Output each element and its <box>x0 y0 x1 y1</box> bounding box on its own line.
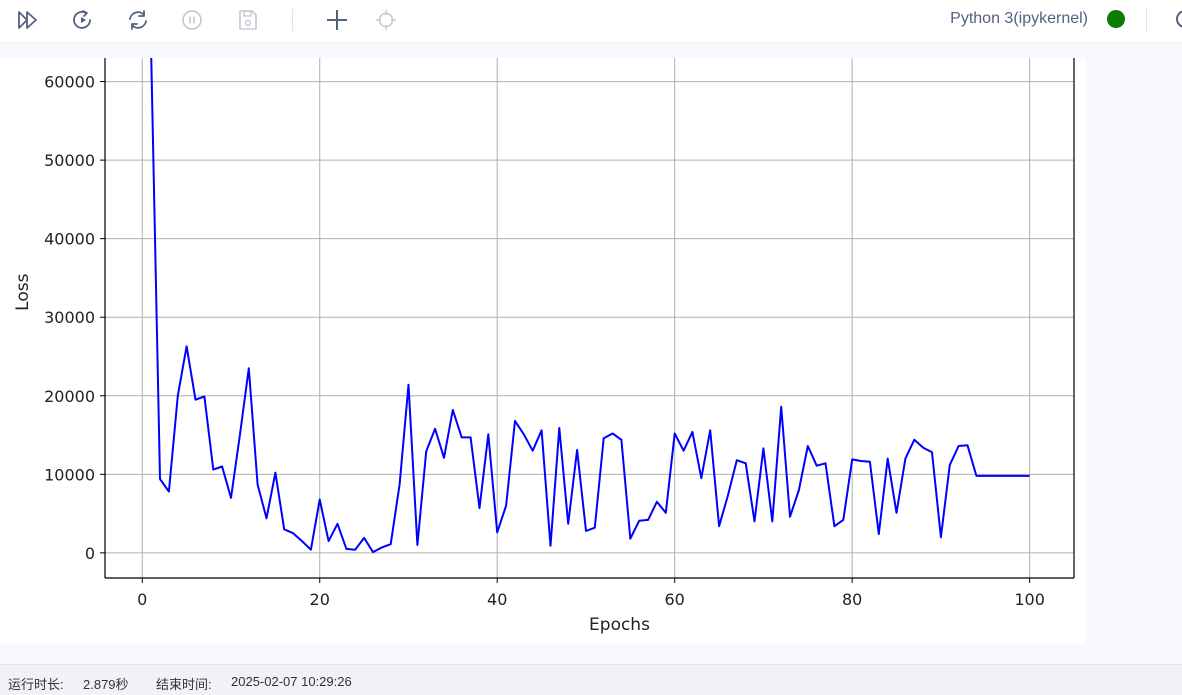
x-tick-label: 100 <box>1014 590 1045 609</box>
x-tick-label: 80 <box>842 590 862 609</box>
loss-chart: 0 20 40 60 80 100 0 10000 20000 30000 40000 50000 60… <box>13 58 1075 635</box>
runtime-value: 2.879秒 <box>83 677 129 692</box>
runtime-label: 运行时长: <box>8 677 64 692</box>
save-icon[interactable] <box>234 7 262 33</box>
toolbar-divider-right <box>1146 9 1147 31</box>
kernel-status-indicator <box>1107 10 1125 28</box>
run-all-icon[interactable] <box>14 7 42 33</box>
interrupt-icon[interactable] <box>178 7 206 33</box>
y-tick-label: 40000 <box>44 230 95 249</box>
refresh-icon[interactable] <box>124 7 152 33</box>
y-tick-label: 50000 <box>44 151 95 170</box>
end-time-value: 2025-02-07 10:29:26 <box>231 674 352 689</box>
restart-run-icon[interactable] <box>69 7 97 33</box>
x-tick-label: 40 <box>487 590 507 609</box>
toolbar-divider <box>292 9 293 31</box>
y-tick-label: 20000 <box>44 387 95 406</box>
y-tick-label: 30000 <box>44 308 95 327</box>
loss-series-line <box>150 58 1030 554</box>
x-axis-label: Epochs <box>589 615 650 635</box>
y-tick-label: 60000 <box>44 73 95 92</box>
locate-icon[interactable] <box>372 7 400 33</box>
cell-output: 0 20 40 60 80 100 0 10000 20000 30000 40000 50000 60… <box>0 58 1086 644</box>
x-tick-label: 20 <box>310 590 330 609</box>
x-tick-label: 60 <box>665 590 685 609</box>
y-axis-label: Loss <box>13 273 33 310</box>
y-tick-label: 0 <box>85 544 95 563</box>
notebook-toolbar: Python 3(ipykernel) <box>0 0 1182 43</box>
end-time-label: 结束时间: <box>156 677 212 692</box>
kernel-name[interactable]: Python 3(ipykernel) <box>950 10 1088 27</box>
add-cell-icon[interactable] <box>323 7 351 33</box>
x-tick-label: 0 <box>137 590 147 609</box>
status-bar: 运行时长: 2.879秒 结束时间: 2025-02-07 10:29:26 <box>0 664 1182 695</box>
user-menu-icon[interactable] <box>1176 10 1182 28</box>
y-tick-label: 10000 <box>44 465 95 484</box>
